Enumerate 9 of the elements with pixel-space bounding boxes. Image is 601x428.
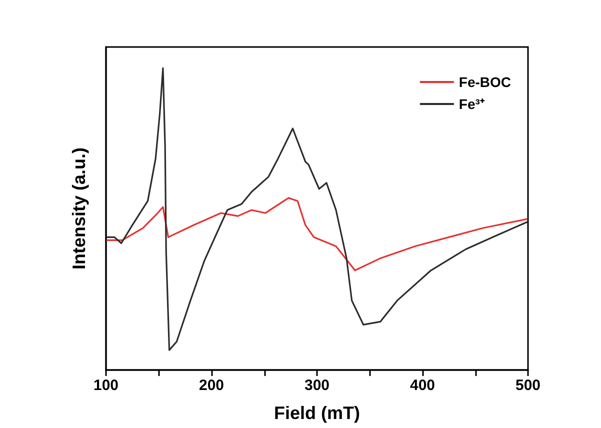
legend-label: Fe-BOC <box>458 74 512 90</box>
x-tick-label: 100 <box>93 377 119 394</box>
x-tick-label: 500 <box>515 377 541 394</box>
x-tick-label: 300 <box>304 377 330 394</box>
legend-label: Fe³⁺ <box>458 96 485 112</box>
y-axis-title: Intensity (a.u.) <box>69 147 89 270</box>
x-tick-label: 400 <box>410 377 436 394</box>
x-tick-label: 200 <box>198 377 224 394</box>
x-axis-title: Field (mT) <box>274 403 360 423</box>
